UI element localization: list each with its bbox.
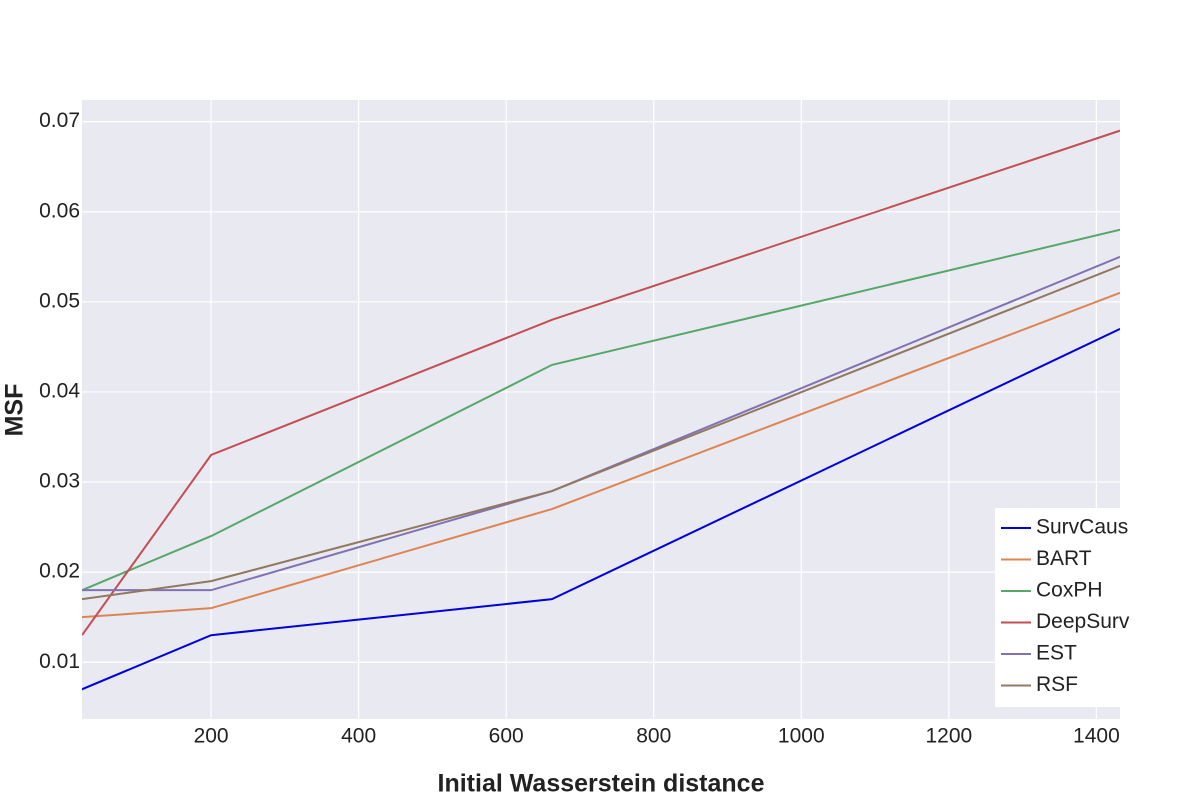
legend-label: CoxPH [1036, 579, 1103, 602]
series-group [82, 129, 1120, 691]
y-tick-label: 0.07 [39, 109, 80, 132]
y-tick-label: 0.05 [39, 289, 80, 312]
y-tick-label: 0.03 [39, 470, 80, 493]
y-tick-label: 0.01 [39, 650, 80, 673]
y-tick-label: 0.02 [39, 560, 80, 583]
series-line [82, 327, 1120, 691]
x-tick-label: 1200 [925, 725, 972, 748]
y-tick-label: 0.06 [39, 199, 80, 222]
legend-label: DeepSurv [1036, 610, 1130, 633]
x-tick-label: 400 [341, 725, 376, 748]
x-axis-title: Initial Wasserstein distance [438, 770, 765, 798]
x-tick-label: 800 [636, 725, 671, 748]
series-line [82, 228, 1120, 592]
y-tick-label: 0.04 [39, 379, 80, 402]
y-axis-title: MSF [1, 384, 29, 437]
legend-label: EST [1036, 642, 1077, 665]
x-tick-label: 1000 [778, 725, 825, 748]
x-tick-label: 200 [194, 725, 229, 748]
series-line [82, 264, 1120, 601]
series-line [82, 129, 1120, 636]
x-tick-label: 600 [489, 725, 524, 748]
series-line [82, 291, 1120, 619]
legend-label: RSF [1036, 673, 1078, 696]
plot-background [82, 100, 1120, 719]
legend-label: SurvCaus [1036, 516, 1128, 539]
legend-label: BART [1036, 547, 1092, 570]
legend-box [995, 508, 1140, 707]
x-tick-label: 1400 [1073, 725, 1120, 748]
